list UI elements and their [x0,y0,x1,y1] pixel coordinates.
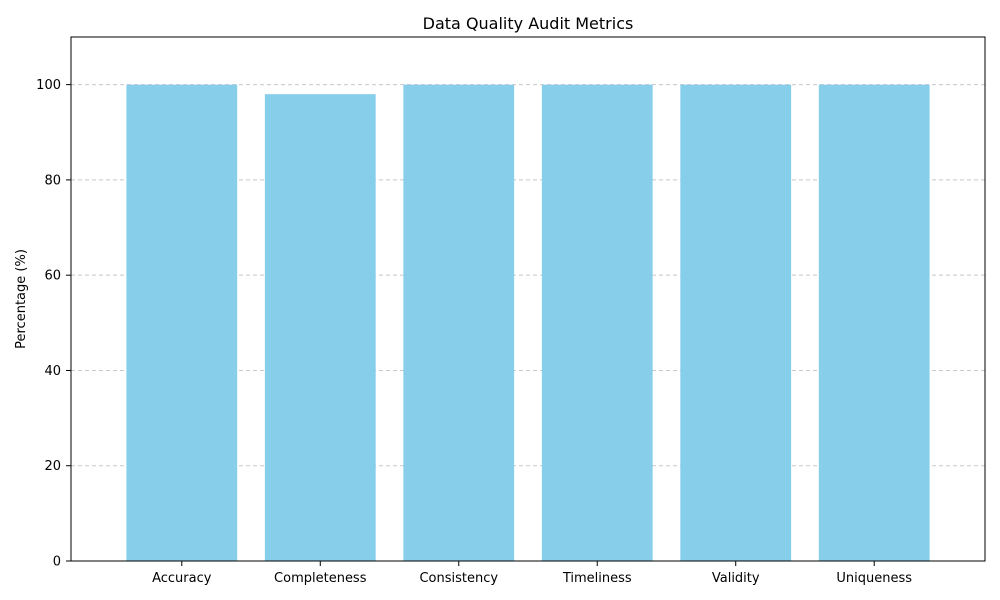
y-tick-label: 80 [44,173,61,188]
bar-validity [680,84,792,562]
axes [66,36,986,566]
x-tick-label: Timeliness [562,571,632,586]
bars [126,84,930,562]
y-tick-label: 40 [44,364,61,379]
y-tick-label: 0 [53,555,61,570]
x-tick-label: Validity [712,571,760,586]
x-tick-label: Completeness [274,571,367,586]
x-tick-label: Consistency [419,571,498,586]
x-tick-label: Uniqueness [836,571,912,586]
bar-timeliness [541,84,653,562]
y-tick-label: 100 [36,78,61,93]
y-tick-label: 60 [44,269,61,284]
grid-lines [71,84,985,467]
x-tick-label: Accuracy [152,571,212,586]
bar-consistency [403,84,515,562]
y-axis-label: Percentage (%) [14,249,29,349]
bar-completeness [264,94,376,561]
bar-uniqueness [818,84,930,562]
plot-frame [70,36,986,562]
bar-accuracy [126,84,238,562]
chart-title: Data Quality Audit Metrics [423,14,634,33]
tick-labels: Accuracy Completeness Consistency Timelines… [36,78,912,586]
y-tick-label: 20 [44,459,61,474]
